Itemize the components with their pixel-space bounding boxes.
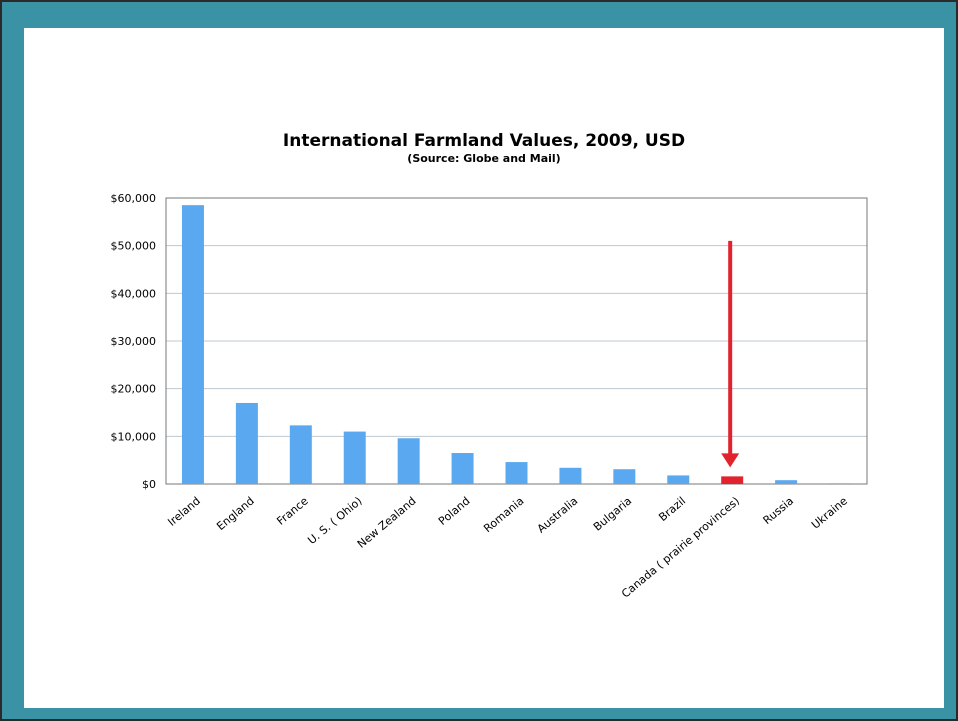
farmland-bar-chart: International Farmland Values, 2009, USD…	[111, 131, 868, 600]
x-tick-label: Bulgaria	[591, 494, 634, 533]
chart-subtitle: (Source: Globe and Mail)	[407, 152, 560, 165]
bar	[829, 483, 852, 484]
x-tick-label: New Zealand	[355, 494, 419, 550]
grid-layer	[165, 197, 868, 485]
x-tick-label: England	[214, 494, 257, 533]
bar	[289, 425, 312, 484]
x-tick-label: Ireland	[165, 494, 203, 528]
y-tick-label: $60,000	[111, 192, 157, 205]
bar	[235, 402, 258, 484]
y-tick-label: $10,000	[111, 430, 157, 443]
x-tick-label: Ukraine	[809, 494, 850, 531]
y-tick-label: $30,000	[111, 335, 157, 348]
chart-title: International Farmland Values, 2009, USD	[283, 131, 685, 151]
x-tick-label: Romania	[481, 494, 526, 535]
y-axis-labels: $0 $10,000 $20,000 $30,000 $40,000 $50,000 $60…	[111, 192, 157, 491]
bar	[505, 462, 528, 484]
bar	[397, 438, 420, 484]
y-tick-label: $20,000	[111, 383, 157, 396]
bar	[181, 205, 204, 484]
bar	[451, 453, 474, 484]
annotation-arrow-head	[721, 453, 740, 468]
annotation-arrow-layer	[721, 240, 740, 468]
x-tick-label: Brazil	[656, 494, 688, 524]
y-tick-label: $0	[142, 478, 156, 491]
bar	[775, 480, 798, 484]
bar	[613, 469, 636, 484]
bar-highlighted	[721, 476, 744, 484]
bar	[559, 467, 582, 484]
bar	[667, 475, 690, 484]
bar	[343, 431, 366, 484]
x-tick-label: Russia	[761, 494, 796, 527]
x-tick-label: Australia	[535, 494, 581, 535]
y-tick-label: $40,000	[111, 287, 157, 300]
x-tick-label: France	[274, 494, 311, 528]
x-tick-label: Poland	[436, 494, 472, 528]
bars-layer	[181, 205, 852, 484]
slide-canvas: International Farmland Values, 2009, USD…	[24, 28, 944, 708]
y-tick-label: $50,000	[111, 240, 157, 253]
